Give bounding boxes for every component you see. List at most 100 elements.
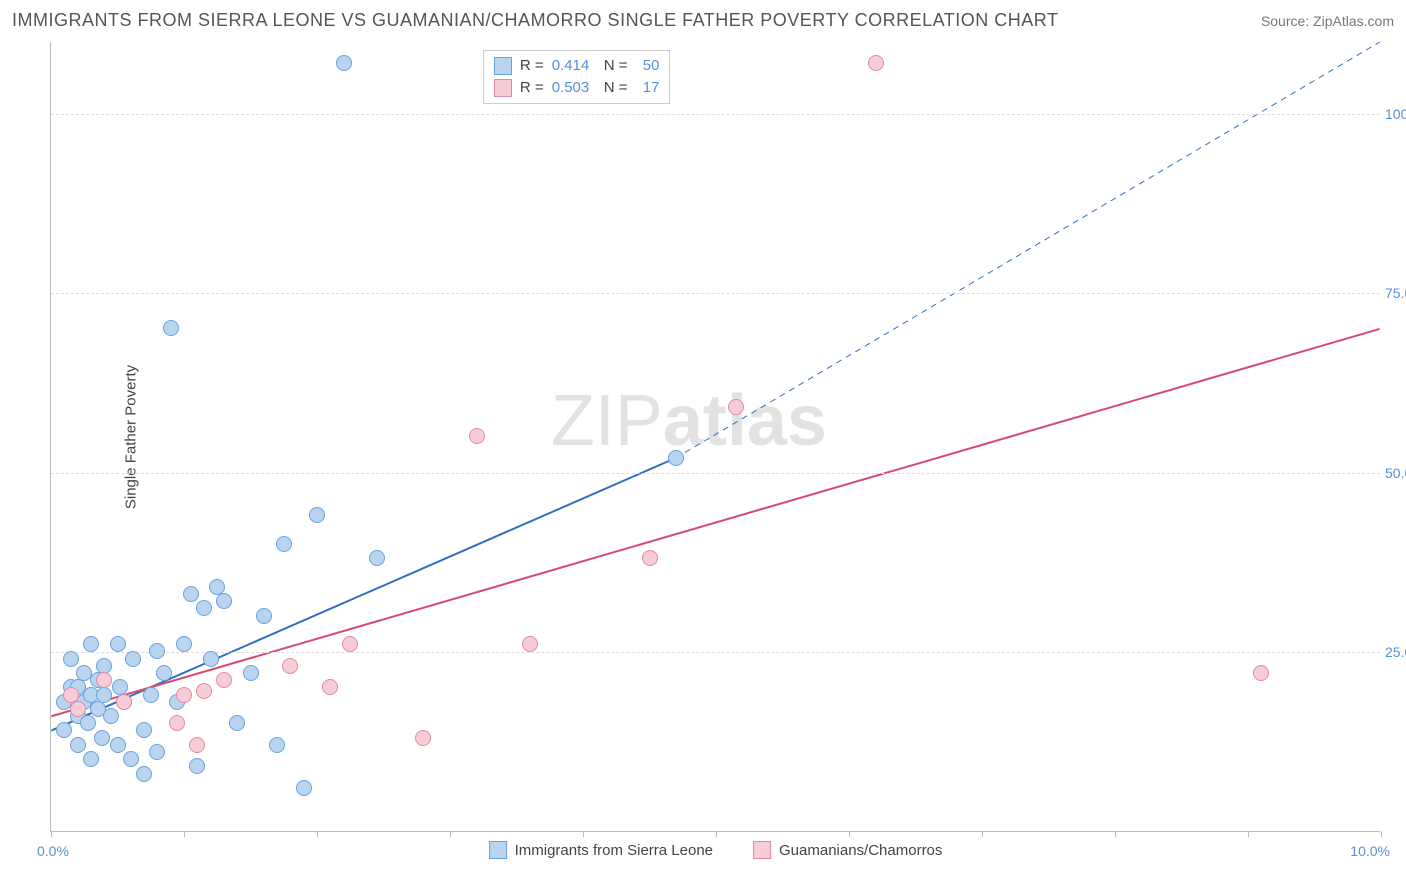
legend-swatch bbox=[494, 57, 512, 75]
legend-swatch bbox=[494, 79, 512, 97]
scatter-point bbox=[125, 651, 141, 667]
scatter-point bbox=[110, 737, 126, 753]
legend-swatch bbox=[489, 841, 507, 859]
legend-correlation: R = 0.414 N = 50 R = 0.503 N = 17 bbox=[483, 50, 671, 104]
grid-line bbox=[51, 114, 1380, 115]
scatter-point bbox=[183, 586, 199, 602]
x-tick bbox=[184, 831, 185, 837]
chart-title: IMMIGRANTS FROM SIERRA LEONE VS GUAMANIA… bbox=[12, 10, 1058, 31]
source-label: Source: ZipAtlas.com bbox=[1261, 13, 1394, 29]
x-tick-max: 10.0% bbox=[1350, 843, 1390, 859]
grid-line bbox=[51, 293, 1380, 294]
plot-area: Single Father Poverty ZIPatlas R = 0.414 N… bbox=[50, 42, 1380, 832]
grid-line bbox=[51, 652, 1380, 653]
scatter-point bbox=[196, 600, 212, 616]
scatter-point bbox=[282, 658, 298, 674]
scatter-point bbox=[149, 643, 165, 659]
scatter-point bbox=[103, 708, 119, 724]
scatter-point bbox=[296, 780, 312, 796]
scatter-point bbox=[469, 428, 485, 444]
scatter-point bbox=[728, 399, 744, 415]
x-tick-min: 0.0% bbox=[37, 843, 69, 859]
legend-series-name: Guamanians/Chamorros bbox=[779, 842, 942, 859]
legend-row: R = 0.503 N = 17 bbox=[494, 77, 660, 99]
x-tick bbox=[849, 831, 850, 837]
scatter-point bbox=[136, 722, 152, 738]
scatter-point bbox=[369, 550, 385, 566]
scatter-point bbox=[176, 636, 192, 652]
x-tick bbox=[317, 831, 318, 837]
scatter-point bbox=[156, 665, 172, 681]
scatter-point bbox=[642, 550, 658, 566]
scatter-point bbox=[216, 593, 232, 609]
scatter-point bbox=[322, 679, 338, 695]
legend-row: R = 0.414 N = 50 bbox=[494, 55, 660, 77]
scatter-point bbox=[189, 758, 205, 774]
x-tick bbox=[450, 831, 451, 837]
scatter-point bbox=[668, 450, 684, 466]
legend-r-value: 0.503 bbox=[552, 79, 596, 96]
scatter-point bbox=[80, 715, 96, 731]
legend-r-label: R = bbox=[520, 79, 544, 96]
scatter-point bbox=[342, 636, 358, 652]
y-tick-label: 75.0% bbox=[1385, 285, 1406, 301]
legend-n-label: N = bbox=[604, 79, 628, 96]
legend-r-value: 0.414 bbox=[552, 57, 596, 74]
scatter-point bbox=[83, 751, 99, 767]
watermark: ZIPatlas bbox=[551, 380, 827, 462]
x-tick bbox=[1381, 831, 1382, 837]
scatter-point bbox=[70, 737, 86, 753]
scatter-point bbox=[70, 701, 86, 717]
scatter-point bbox=[1253, 665, 1269, 681]
scatter-point bbox=[868, 55, 884, 71]
scatter-point bbox=[63, 651, 79, 667]
scatter-point bbox=[56, 722, 72, 738]
x-tick bbox=[1248, 831, 1249, 837]
x-tick bbox=[1115, 831, 1116, 837]
scatter-point bbox=[229, 715, 245, 731]
scatter-point bbox=[143, 687, 159, 703]
y-tick-label: 50.0% bbox=[1385, 465, 1406, 481]
scatter-point bbox=[415, 730, 431, 746]
trend-lines bbox=[51, 42, 1380, 831]
scatter-point bbox=[83, 636, 99, 652]
legend-n-value: 50 bbox=[635, 57, 659, 74]
legend-r-label: R = bbox=[520, 57, 544, 74]
scatter-point bbox=[243, 665, 259, 681]
scatter-point bbox=[163, 320, 179, 336]
y-tick-label: 100.0% bbox=[1385, 106, 1406, 122]
scatter-point bbox=[189, 737, 205, 753]
scatter-point bbox=[116, 694, 132, 710]
legend-n-label: N = bbox=[604, 57, 628, 74]
scatter-point bbox=[309, 507, 325, 523]
x-tick bbox=[583, 831, 584, 837]
scatter-point bbox=[94, 730, 110, 746]
scatter-point bbox=[203, 651, 219, 667]
scatter-point bbox=[196, 683, 212, 699]
legend-n-value: 17 bbox=[635, 79, 659, 96]
scatter-point bbox=[176, 687, 192, 703]
legend-swatch bbox=[753, 841, 771, 859]
scatter-point bbox=[522, 636, 538, 652]
legend-series: Immigrants from Sierra Leone Guamanians/C… bbox=[489, 841, 943, 859]
scatter-point bbox=[96, 687, 112, 703]
scatter-point bbox=[336, 55, 352, 71]
scatter-point bbox=[149, 744, 165, 760]
scatter-point bbox=[276, 536, 292, 552]
legend-item: Guamanians/Chamorros bbox=[753, 841, 942, 859]
scatter-point bbox=[256, 608, 272, 624]
scatter-point bbox=[96, 672, 112, 688]
scatter-point bbox=[136, 766, 152, 782]
x-tick bbox=[51, 831, 52, 837]
scatter-point bbox=[110, 636, 126, 652]
legend-item: Immigrants from Sierra Leone bbox=[489, 841, 713, 859]
legend-series-name: Immigrants from Sierra Leone bbox=[515, 842, 713, 859]
grid-line bbox=[51, 473, 1380, 474]
x-tick bbox=[716, 831, 717, 837]
y-tick-label: 25.0% bbox=[1385, 644, 1406, 660]
scatter-point bbox=[216, 672, 232, 688]
y-axis-label: Single Father Poverty bbox=[123, 364, 140, 508]
scatter-point bbox=[123, 751, 139, 767]
scatter-point bbox=[169, 715, 185, 731]
scatter-point bbox=[269, 737, 285, 753]
